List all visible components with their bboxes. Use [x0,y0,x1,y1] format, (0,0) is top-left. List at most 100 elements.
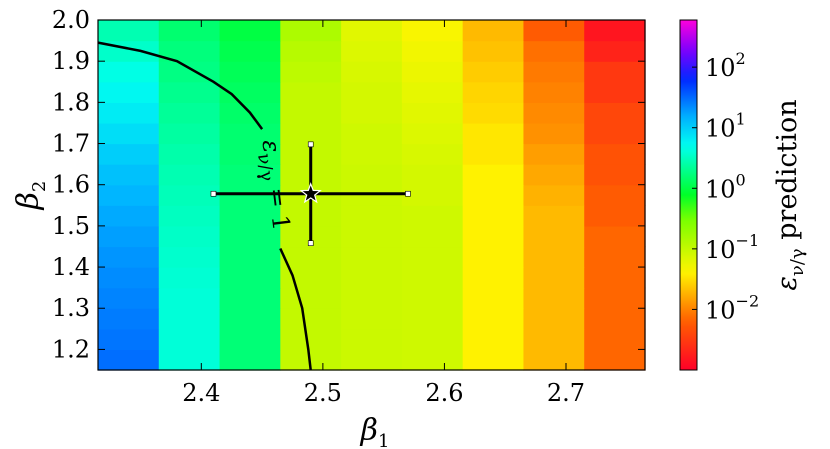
x-tick-label: 2.5 [304,379,342,407]
heatmap-cell [462,122,525,145]
heatmap-cell [158,81,221,103]
heatmap-cell [341,40,403,62]
heatmap-cell [341,205,403,227]
heatmap-cell [401,143,464,165]
heatmap-cell [584,267,646,289]
heatmap-cell [401,20,464,42]
heatmap-cell [523,287,585,309]
heatmap-cell [523,328,585,351]
heatmap-cell [98,308,160,330]
heatmap-cell [341,20,403,42]
heatmap-cell [219,308,281,330]
heatmap-cell [401,267,464,289]
x-axis-ticks: 2.4 2.5 2.6 2.7 [182,20,585,407]
heatmap-cell [341,61,403,83]
heatmap-cell [584,308,646,330]
heatmap-cell [584,20,646,42]
heatmap-cell [219,184,281,206]
heatmap-cell [280,20,342,42]
heatmap-cell [219,122,281,145]
heatmap-cell [98,225,160,248]
heatmap-cell [462,20,525,42]
heatmap-cell [523,122,585,145]
heatmap-cell [341,349,403,371]
y-tick-label: 1.7 [52,130,90,158]
heatmap-cell [523,205,585,227]
heatmap-cell [462,184,525,206]
heatmap-cell [401,349,464,371]
heatmap-cell [341,143,403,165]
heatmap-cell [462,40,525,62]
heatmap-cell [280,308,342,330]
heatmap-cell [462,164,525,186]
heatmap-cell [158,184,221,206]
heatmap-cell [219,225,281,248]
y-axis-ticks: 1.2 1.3 1.4 1.5 1.6 1.7 1.8 1.9 2.0 [52,6,645,363]
y-tick-label: 1.9 [52,47,90,75]
heatmap-cell [523,267,585,289]
heatmap-cell [584,287,646,309]
colorbar-tick-label: 100 [705,170,746,203]
x-tick-label: 2.7 [547,379,585,407]
heatmap-cell [219,61,281,83]
heatmap-cell [280,122,342,145]
heatmap-cell [280,81,342,103]
colorbar-tick-label: 102 [705,49,746,82]
heatmap-cell [341,184,403,206]
heatmap-cell [280,349,342,371]
heatmap-cell [158,308,221,330]
heatmap-cell [462,349,525,371]
heatmap-cell [341,102,403,124]
colorbar-label: εν/γ prediction [772,99,808,290]
heatmap-cell [280,102,342,124]
heatmap-cell [341,267,403,289]
x-tick-label: 2.6 [425,379,463,407]
heatmap-cell [523,308,585,330]
heatmap-cell [98,267,160,289]
heatmap-cell [401,225,464,248]
heatmap-cell [584,102,646,124]
heatmap-cell [280,287,342,309]
best-fit-marker [210,141,411,246]
heatmap-cells [98,20,646,371]
y-tick-label: 1.2 [52,335,90,363]
colorbar-tick-label: 101 [705,110,746,143]
heatmap-cell [158,287,221,309]
heatmap-cell [98,205,160,227]
heatmap-cell [98,143,160,165]
heatmap-cell [158,328,221,351]
heatmap-cell [462,205,525,227]
error-bar-cap [307,141,314,148]
heatmap-cell [401,205,464,227]
y-tick-label: 1.8 [52,88,90,116]
heatmap-cell [341,246,403,268]
heatmap-cell [98,102,160,124]
y-axis-label: β2 [11,181,50,211]
heatmap-cell [523,184,585,206]
y-tick-label: 1.6 [52,171,90,199]
heatmap-cell [158,164,221,186]
contour-line [97,41,264,130]
heatmap-cell [584,143,646,165]
heatmap-cell [219,328,281,351]
heatmap-cell [219,287,281,309]
error-bar-cap [307,240,314,246]
heatmap-cell [341,328,403,351]
heatmap-cell [584,328,646,351]
heatmap-cell [341,81,403,103]
heatmap-cell [462,267,525,289]
error-bar-cap [405,190,411,197]
heatmap-cell [523,225,585,248]
contour-line [279,247,312,371]
heatmap-cell [158,122,221,145]
heatmap-cell [219,349,281,371]
heatmap-cell [280,328,342,351]
heatmap-cell [401,61,464,83]
heatmap-cell [158,267,221,289]
heatmap-cell [523,61,585,83]
heatmap-cell [584,164,646,186]
heatmap-cell [401,122,464,145]
heatmap-cell [341,122,403,145]
heatmap-cell [98,184,160,206]
heatmap-cell [98,164,160,186]
